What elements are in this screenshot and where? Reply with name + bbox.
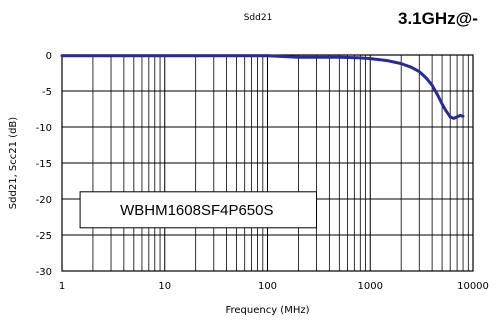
x-tick-label: 100 — [258, 281, 277, 292]
chart-annotation: 3.1GHz@- — [398, 9, 478, 28]
y-tick-label: -10 — [36, 123, 52, 134]
part-label-box: WBHM1608SF4P650S — [79, 191, 318, 229]
x-tick-label: 1 — [59, 281, 65, 292]
series-line — [60, 54, 465, 120]
grid — [61, 54, 473, 272]
x-tick-label: 10 — [158, 281, 171, 292]
part-label-frame — [79, 191, 318, 229]
series-layer — [60, 54, 465, 120]
x-tick-label: 1000 — [358, 281, 383, 292]
x-tick-labels: 1 10 100 1000 10000 — [59, 281, 489, 292]
y-tick-labels: 0 -5 -10 -15 -20 -25 -30 — [36, 51, 52, 278]
y-tick-label: -15 — [36, 159, 52, 170]
part-label: WBHM1608SF4P650S — [120, 202, 273, 219]
chart-title: Sdd21 — [244, 13, 273, 23]
y-tick-label: -5 — [42, 87, 52, 98]
x-axis-label: Frequency (MHz) — [225, 305, 309, 316]
y-tick-label: -20 — [36, 195, 52, 206]
y-tick-label: -30 — [36, 267, 52, 278]
y-axis-label: Sdd21, Scc21 (dB) — [8, 117, 19, 209]
x-tick-label: 10000 — [457, 281, 489, 292]
y-tick-label: 0 — [46, 51, 52, 62]
y-tick-label: -25 — [36, 231, 52, 242]
